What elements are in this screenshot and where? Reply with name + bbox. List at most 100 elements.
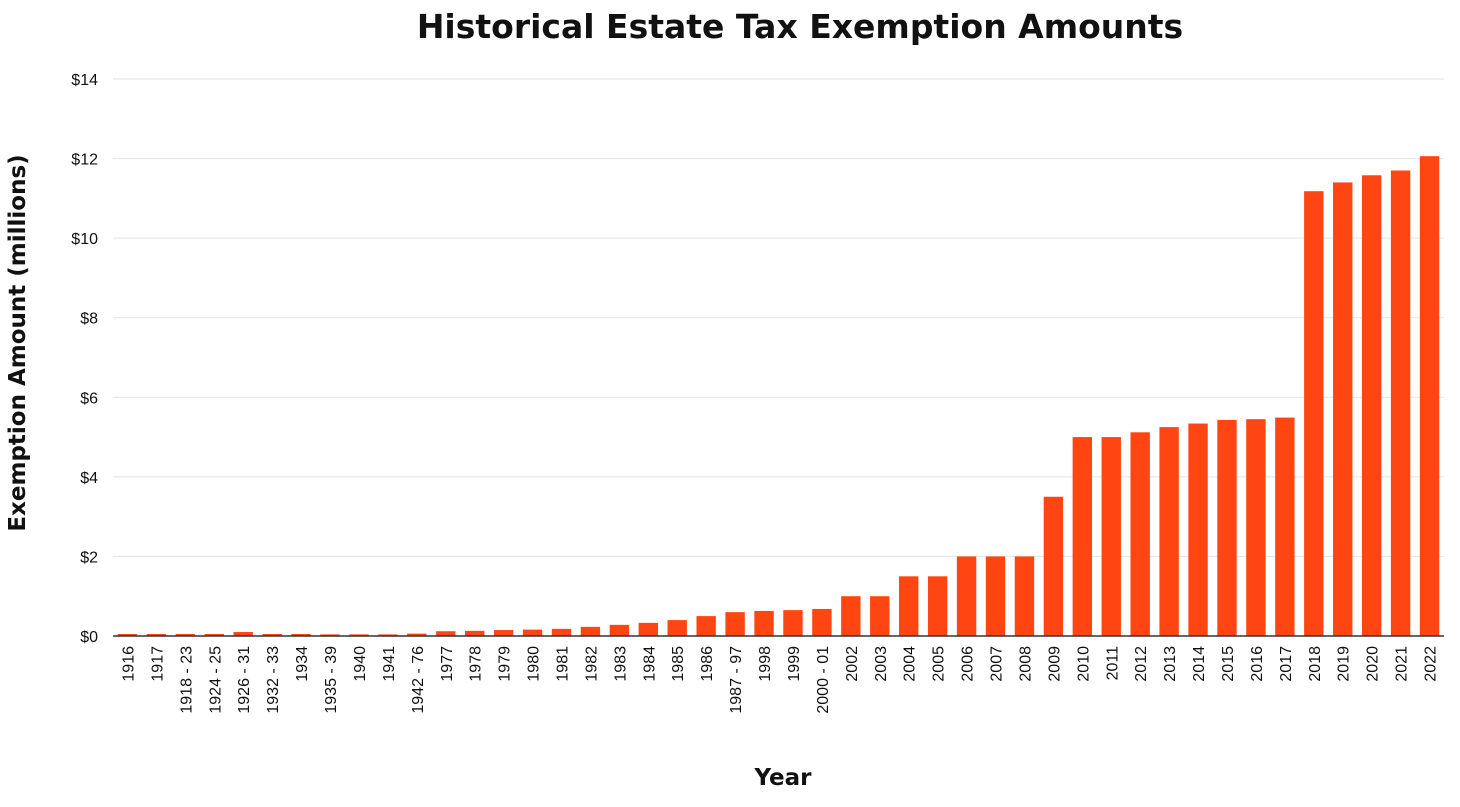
- bar: [464, 630, 485, 636]
- x-tick-label: 2020: [1365, 646, 1382, 682]
- bar: [783, 610, 803, 636]
- bar: [204, 634, 224, 636]
- bar: [667, 620, 687, 636]
- y-tick-label: $6: [80, 390, 98, 407]
- x-axis-title: Year: [753, 765, 812, 791]
- x-tick-label: 2013: [1162, 646, 1179, 682]
- y-tick-label: $14: [71, 72, 98, 89]
- bars: [117, 156, 1440, 637]
- bar: [696, 616, 716, 636]
- bar: [1043, 496, 1064, 636]
- x-tick-label: 2012: [1133, 646, 1150, 682]
- x-tick-label: 2010: [1075, 646, 1092, 682]
- y-axis-title: Exemption Amount (millions): [5, 154, 31, 531]
- x-tick-label: 1926 - 31: [236, 646, 253, 714]
- x-tick-label: 1982: [583, 646, 600, 682]
- bar: [1217, 419, 1237, 636]
- y-tick-label: $12: [71, 152, 98, 169]
- x-tick-label: 1932 - 33: [265, 646, 282, 714]
- bar: [1072, 437, 1093, 636]
- bar: [551, 628, 572, 636]
- x-tick-label: 1935 - 39: [323, 646, 340, 714]
- x-tick-label: 1999: [786, 646, 803, 682]
- bar: [725, 612, 745, 636]
- bar: [754, 610, 774, 636]
- x-tick-label: 2009: [1046, 646, 1063, 682]
- bar: [1188, 423, 1208, 636]
- bar: [609, 624, 630, 636]
- bar: [1275, 417, 1295, 636]
- x-tick-label: 2008: [1017, 646, 1034, 682]
- bar: [1159, 427, 1179, 637]
- x-tick-label: 2000 - 01: [815, 646, 832, 714]
- bar: [493, 630, 514, 636]
- bar: [1130, 432, 1150, 636]
- x-tick-label: 2018: [1307, 646, 1324, 682]
- y-tick-label: $4: [80, 470, 98, 487]
- x-tick-label: 1979: [497, 646, 514, 682]
- gridlines: [113, 78, 1444, 557]
- x-tick-label: 1987 - 97: [728, 646, 745, 714]
- bar: [927, 576, 948, 636]
- x-tick-label: 1977: [439, 646, 456, 682]
- x-tick-label: 1918 - 23: [178, 646, 195, 714]
- x-tick-label: 1942 - 76: [410, 646, 427, 714]
- bar: [1390, 170, 1411, 636]
- bar: [580, 626, 601, 636]
- bar: [175, 634, 196, 636]
- bar: [378, 634, 398, 636]
- x-tick-label: 2021: [1394, 646, 1411, 682]
- bar: [320, 634, 340, 636]
- bar: [899, 576, 919, 636]
- x-tick-label: 2002: [844, 646, 861, 682]
- x-tick-label: 2006: [960, 646, 977, 682]
- y-tick-label: $8: [80, 311, 98, 328]
- x-axis-ticks: 1916 1917 1918 - 23 1924 - 25 1926 - 31 1932 …: [120, 646, 1439, 714]
- bar: [349, 634, 369, 636]
- x-tick-label: 2017: [1278, 646, 1295, 682]
- x-tick-label: 1940: [352, 646, 369, 682]
- x-tick-label: 1916: [120, 646, 137, 682]
- bar: [1246, 419, 1266, 636]
- bar: [262, 634, 282, 636]
- bar: [117, 634, 138, 636]
- x-tick-label: 1984: [641, 646, 658, 682]
- bar: [1333, 182, 1353, 636]
- x-tick-label: 1981: [554, 646, 571, 682]
- bar: [841, 596, 861, 636]
- bar: [1014, 556, 1035, 636]
- chart-title: Historical Estate Tax Exemption Amounts: [417, 7, 1183, 46]
- x-tick-label: 1983: [612, 646, 629, 682]
- x-tick-label: 2015: [1220, 646, 1237, 682]
- x-tick-label: 2005: [931, 646, 948, 682]
- x-tick-label: 2007: [989, 646, 1006, 682]
- x-tick-label: 1978: [468, 646, 485, 682]
- bar: [1361, 175, 1382, 636]
- bar: [870, 596, 890, 636]
- x-tick-label: 1986: [699, 646, 716, 682]
- x-tick-label: 1934: [294, 646, 311, 682]
- x-tick-label: 2004: [902, 646, 919, 682]
- x-tick-label: 1985: [670, 646, 687, 682]
- bar: [985, 556, 1006, 636]
- x-tick-label: 2011: [1104, 646, 1121, 681]
- x-tick-label: 1998: [757, 646, 774, 682]
- y-tick-label: $10: [71, 231, 98, 248]
- bar: [407, 633, 427, 636]
- y-tick-label: $2: [80, 549, 98, 566]
- bar: [522, 629, 543, 636]
- x-tick-label: 1980: [526, 646, 543, 682]
- bar: [291, 634, 311, 636]
- bar: [638, 622, 658, 636]
- x-tick-label: 2019: [1336, 646, 1353, 682]
- bar: [812, 608, 832, 636]
- x-tick-label: 2016: [1249, 646, 1266, 682]
- y-axis-ticks: $0 $2 $4 $6 $8 $10 $12 $14: [71, 72, 98, 646]
- bar: [1101, 437, 1121, 636]
- x-tick-label: 1924 - 25: [207, 646, 224, 714]
- y-tick-label: $0: [80, 629, 98, 646]
- bar: [233, 632, 253, 636]
- bar: [146, 634, 167, 636]
- bar: [436, 631, 456, 636]
- x-tick-label: 1941: [381, 646, 398, 682]
